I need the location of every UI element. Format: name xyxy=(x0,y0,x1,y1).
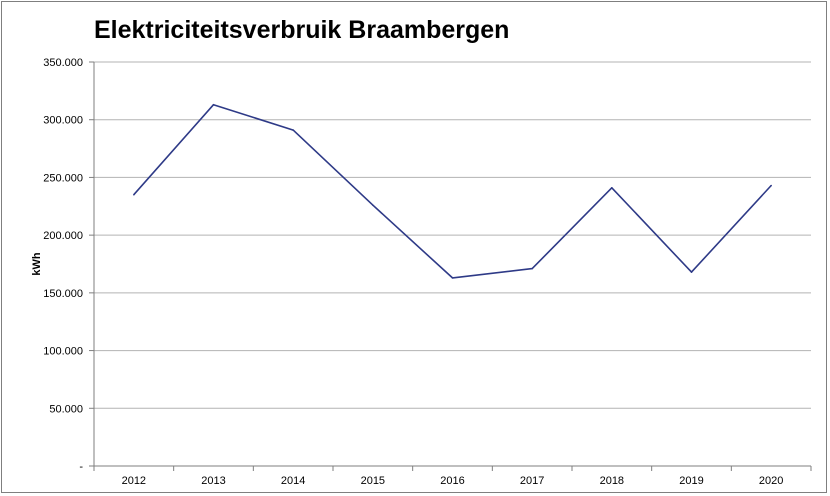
y-tick-label: 50.000 xyxy=(49,403,83,415)
series-line xyxy=(133,103,772,279)
data-point xyxy=(531,267,533,270)
chart-title: Elektriciteitsverbruik Braambergen xyxy=(94,16,510,44)
y-tick-label: 150.000 xyxy=(43,288,83,300)
data-point xyxy=(690,271,693,273)
data-point xyxy=(451,277,454,279)
series-group xyxy=(133,103,772,279)
x-tick-label: 2017 xyxy=(520,475,544,487)
data-point xyxy=(611,187,613,189)
data-point xyxy=(770,184,772,187)
x-tick-label: 2020 xyxy=(759,475,783,487)
data-point xyxy=(212,103,215,106)
x-tick-label: 2014 xyxy=(281,475,305,487)
y-tick-label: 350.000 xyxy=(43,57,83,69)
x-tick-label: 2018 xyxy=(600,475,624,487)
data-point xyxy=(133,193,135,196)
x-tick-labels: 2012 2013 2014 2015 2016 2017 2018 2019 2020 xyxy=(122,475,784,487)
x-tick-label: 2013 xyxy=(201,475,225,487)
x-tick-label: 2019 xyxy=(679,475,703,487)
x-tick-label: 2015 xyxy=(361,475,385,487)
data-point xyxy=(292,129,294,131)
y-tick-label: 300.000 xyxy=(43,115,83,127)
axes xyxy=(89,61,812,471)
x-tick-label: 2016 xyxy=(440,475,464,487)
y-tick-label: - xyxy=(79,461,83,473)
data-point xyxy=(372,204,374,206)
y-tick-label: 250.000 xyxy=(43,172,83,184)
y-tick-labels: - 50.000 100.000 150.000 200.000 250.000 300.0… xyxy=(43,57,83,473)
x-tick-label: 2012 xyxy=(122,475,146,487)
gridlines xyxy=(94,61,811,409)
y-axis-label: kWh xyxy=(31,252,43,276)
y-tick-label: 100.000 xyxy=(43,346,83,358)
y-tick-label: 200.000 xyxy=(43,230,83,242)
